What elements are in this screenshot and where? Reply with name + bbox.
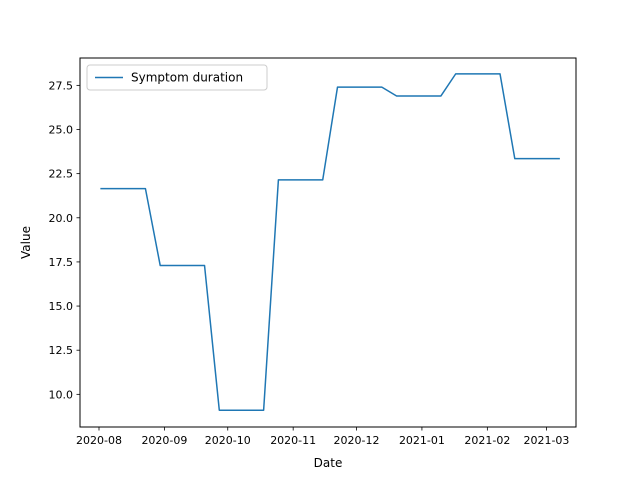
y-tick-label: 25.0 xyxy=(49,124,74,137)
y-tick-label: 17.5 xyxy=(49,256,74,269)
y-tick-label: 22.5 xyxy=(49,168,74,181)
legend-box xyxy=(86,64,268,91)
y-tick-label: 27.5 xyxy=(49,79,74,92)
x-tick-label: 2021-01 xyxy=(399,434,445,447)
plot-frame xyxy=(79,57,577,428)
x-axis-label: Date xyxy=(314,456,343,470)
x-tick-label: 2020-09 xyxy=(141,434,187,447)
y-tick-label: 20.0 xyxy=(49,212,74,225)
x-tick-label: 2020-08 xyxy=(76,434,122,447)
series-line-0 xyxy=(100,73,560,411)
x-tick-label: 2021-02 xyxy=(464,434,510,447)
y-axis-label: Value xyxy=(19,226,33,259)
x-tick-label: 2021-03 xyxy=(523,434,569,447)
legend: Symptom duration xyxy=(86,64,268,91)
y-tick-label: 12.5 xyxy=(49,344,74,357)
x-tick-label: 2020-11 xyxy=(270,434,316,447)
x-tick-label: 2020-12 xyxy=(334,434,380,447)
x-tick-label: 2020-10 xyxy=(205,434,251,447)
y-tick-label: 15.0 xyxy=(49,300,74,313)
legend-label: Symptom duration xyxy=(131,71,243,85)
y-tick-label: 10.0 xyxy=(49,388,74,401)
